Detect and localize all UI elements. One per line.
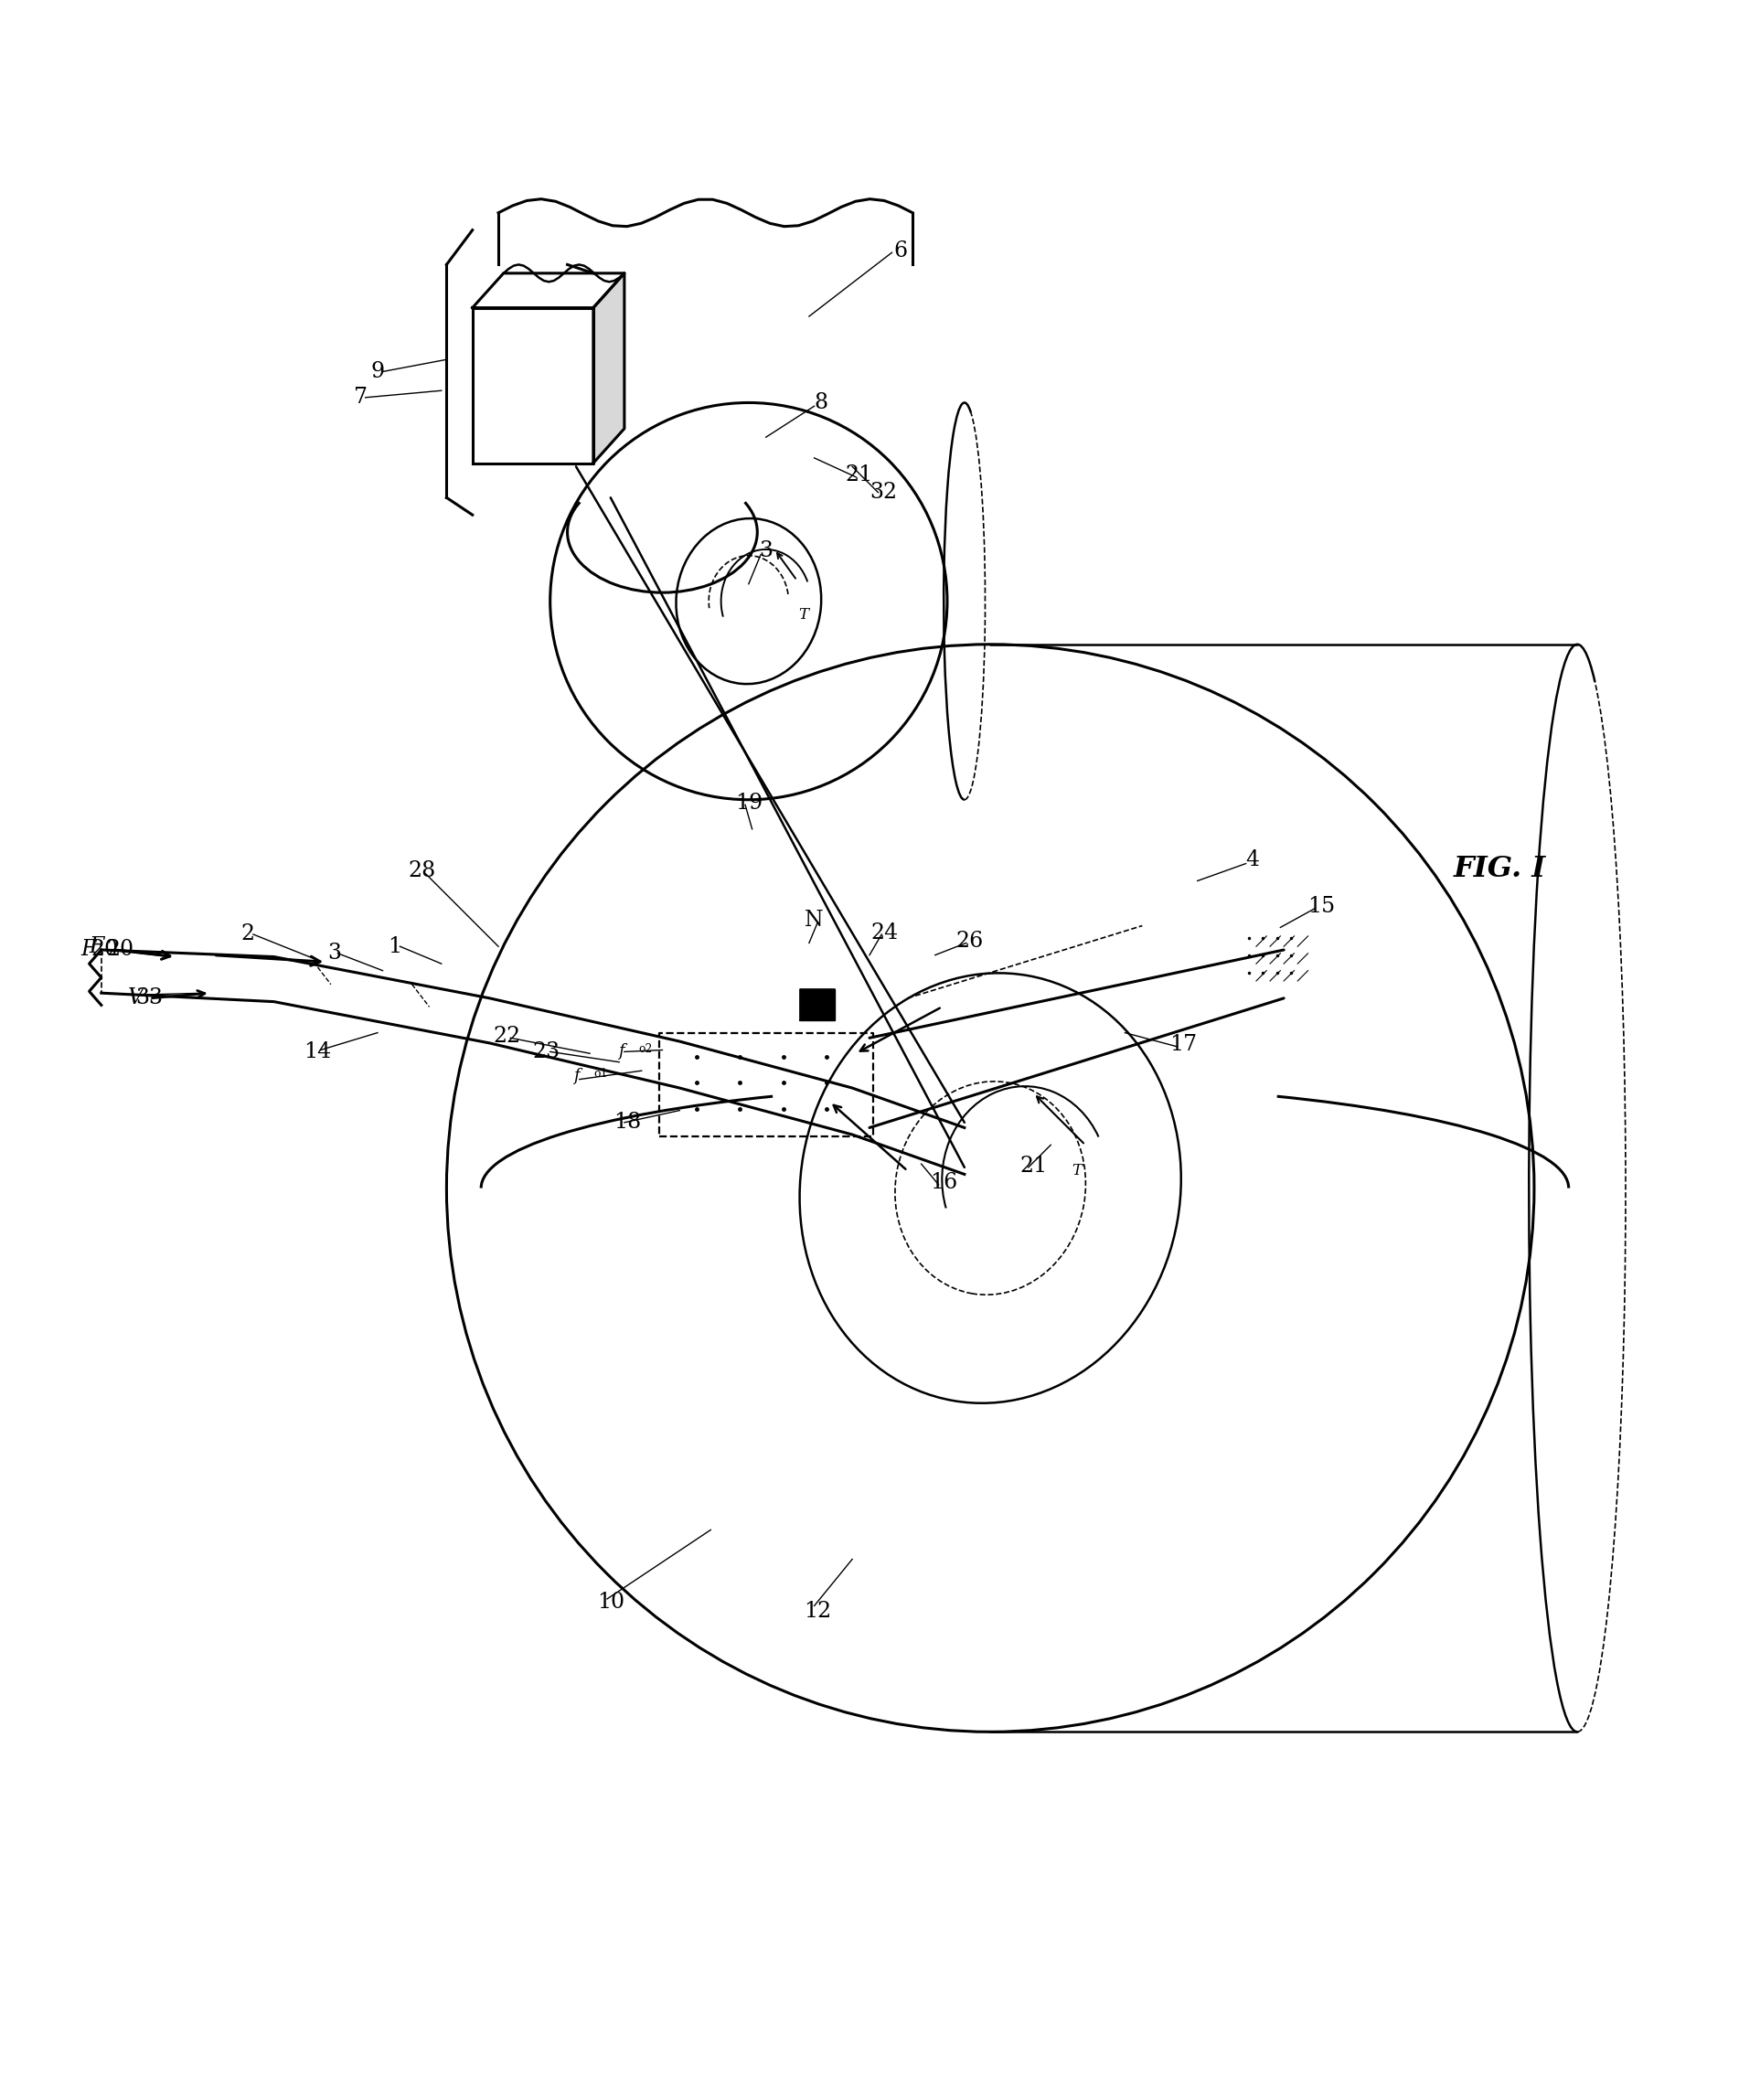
Text: 3: 3 <box>758 540 772 561</box>
Text: 33: 33 <box>136 987 163 1008</box>
Text: 32: 32 <box>870 481 897 504</box>
Text: F: F <box>82 939 96 960</box>
Text: 15: 15 <box>1308 897 1336 918</box>
Text: 28: 28 <box>409 861 436 882</box>
Text: 14: 14 <box>303 1042 330 1063</box>
Text: 23: 23 <box>532 1042 560 1063</box>
Text: 1: 1 <box>388 937 402 958</box>
Text: f: f <box>617 1044 624 1060</box>
Text: o2: o2 <box>638 1044 652 1054</box>
Text: 19: 19 <box>736 792 762 813</box>
Text: F: F <box>89 937 104 958</box>
Text: 22: 22 <box>494 1025 520 1046</box>
Text: V: V <box>129 987 144 1008</box>
Text: FIG. I: FIG. I <box>1454 855 1546 882</box>
Text: 21: 21 <box>845 464 873 485</box>
Text: 16: 16 <box>930 1172 958 1193</box>
Polygon shape <box>593 273 624 464</box>
Text: f: f <box>572 1067 579 1084</box>
Text: 20: 20 <box>106 939 134 960</box>
Text: 21: 21 <box>1019 1155 1047 1176</box>
Text: 17: 17 <box>1170 1035 1198 1056</box>
Polygon shape <box>800 989 835 1021</box>
Text: 4: 4 <box>1245 851 1259 872</box>
Text: 12: 12 <box>803 1600 831 1621</box>
Text: 3: 3 <box>327 943 341 964</box>
Text: 18: 18 <box>614 1113 642 1134</box>
Text: 6: 6 <box>894 239 908 260</box>
Text: 7: 7 <box>353 386 367 407</box>
Text: T: T <box>1071 1163 1082 1178</box>
Text: N: N <box>805 909 824 930</box>
Text: 20: 20 <box>90 939 118 960</box>
Text: 8: 8 <box>814 393 828 414</box>
Text: 26: 26 <box>956 930 984 951</box>
Text: o1: o1 <box>593 1067 607 1079</box>
Text: 10: 10 <box>596 1592 624 1613</box>
Text: T: T <box>798 607 809 624</box>
Text: 24: 24 <box>871 922 899 943</box>
Text: 2: 2 <box>242 924 256 945</box>
Text: 9: 9 <box>370 361 384 382</box>
